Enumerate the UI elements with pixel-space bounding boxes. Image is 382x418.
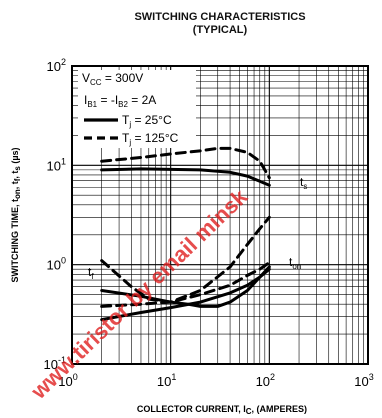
conditions-box: VCC = 300V IB1 = -IB2 = 2A Tj = 25°C Tj … (82, 71, 179, 147)
x-tick-label: 102 (256, 372, 275, 389)
condition-ib: IB1 = -IB2 = 2A (84, 93, 156, 109)
series-line-ton-dashed (100, 261, 271, 308)
x-tick-label: 101 (157, 372, 176, 389)
x-tick-label: 100 (58, 372, 77, 389)
condition-vcc: VCC = 300V (82, 71, 143, 87)
watermark: www.tiristor by email minsk (25, 184, 252, 405)
grid (72, 66, 368, 364)
chart-subtitle: (TYPICAL) (193, 24, 248, 36)
series-line-ts-dashed (100, 146, 271, 180)
series-label-tf: tf (88, 265, 94, 281)
series-label-ton: ton (289, 255, 301, 271)
series-line-ts-solid (100, 167, 271, 187)
conditions-backdrop (78, 70, 196, 148)
x-tick-label: 103 (354, 372, 373, 389)
series-label-ts: ts (300, 175, 307, 191)
chart-title: SWITCHING CHARACTERISTICS (134, 11, 305, 23)
series-group (100, 146, 271, 322)
plot-frame (71, 65, 369, 365)
x-axis-label: COLLECTOR CURRENT, IC, (AMPERES) (137, 404, 307, 416)
y-tick-label: 101 (47, 156, 66, 173)
y-axis-label: SWITCHING TIME, ton, tf, ts (µs) (10, 147, 22, 282)
y-tick-label: 10-1 (44, 355, 66, 372)
y-tick-label: 102 (47, 57, 66, 74)
series-line-tf-dashed (100, 215, 271, 304)
legend-label-25c: Tj = 25°C (122, 113, 172, 129)
y-tick-label: 100 (47, 256, 66, 273)
legend-label-125c: Tj = 125°C (122, 131, 179, 147)
